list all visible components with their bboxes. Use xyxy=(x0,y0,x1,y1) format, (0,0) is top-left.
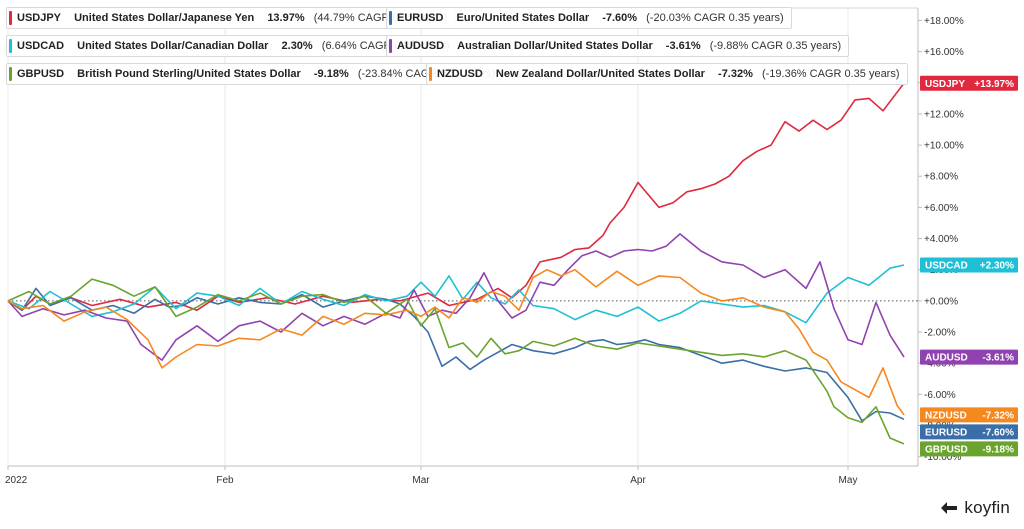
y-tick-label: +12.00% xyxy=(924,109,964,120)
x-tick-label: Apr xyxy=(630,475,646,486)
end-tag-bg xyxy=(920,424,1018,440)
legend-change: -3.61% xyxy=(665,40,701,52)
legend-name: Euro/United States Dollar xyxy=(456,12,590,24)
end-tag-bg xyxy=(920,75,1018,91)
legend-swatch-usdcad xyxy=(9,39,12,53)
end-tag-ticker: USDCAD xyxy=(925,261,968,272)
legend-cagr: (-20.03% CAGR 0.35 years) xyxy=(646,12,784,24)
end-tag-usdcad: USDCAD +2.30% xyxy=(920,257,1018,273)
legend-change: -9.18% xyxy=(313,68,349,80)
legend-name: British Pound Sterling/United States Dol… xyxy=(77,68,301,80)
legend-change: -7.32% xyxy=(718,68,753,80)
koyfin-logo: koyfin xyxy=(939,497,1010,519)
x-tick-label: Feb xyxy=(216,475,234,486)
legend-swatch-audusd xyxy=(389,39,392,53)
end-tag-usdjpy: USDJPY +13.97% xyxy=(920,75,1018,91)
end-tag-nzdusd: NZDUSD -7.32% xyxy=(920,407,1018,423)
y-tick-label: +6.00% xyxy=(924,203,958,214)
legend-cagr: (-19.36% CAGR 0.35 years) xyxy=(761,68,900,80)
y-tick-label: +8.00% xyxy=(924,172,958,183)
x-tick-label: May xyxy=(839,475,858,486)
legend-item-usdjpy[interactable]: USDJPY United States Dollar/Japanese Yen… xyxy=(6,7,456,29)
legend-cagr: (-9.88% CAGR 0.35 years) xyxy=(709,40,842,52)
legend-ticker: AUDUSD xyxy=(397,40,445,52)
legend-swatch-eurusd xyxy=(389,11,392,25)
end-tag-value: -7.32% xyxy=(982,411,1014,422)
legend-name: United States Dollar/Canadian Dollar xyxy=(77,40,269,52)
series-line-nzdusd xyxy=(7,268,905,416)
y-tick-label: -6.00% xyxy=(924,390,956,401)
legend-name: Australian Dollar/United States Dollar xyxy=(457,40,653,52)
legend-ticker: NZDUSD xyxy=(437,68,483,80)
end-tag-audusd: AUDUSD -3.61% xyxy=(920,349,1018,365)
x-tick-label: Mar xyxy=(412,475,430,486)
legend-swatch-usdjpy xyxy=(9,11,12,25)
series-line-eurusd xyxy=(7,287,905,422)
y-tick-label: -10.00% xyxy=(924,452,961,463)
x-tick-label: 2022 xyxy=(5,475,28,486)
end-tag-bg xyxy=(920,349,1018,365)
legend-swatch-gbpusd xyxy=(9,67,12,81)
y-tick-label: +0.00% xyxy=(924,296,958,307)
series-line-gbpusd xyxy=(7,278,905,445)
series-line-usdjpy xyxy=(7,82,905,312)
end-tag-bg xyxy=(920,441,1018,457)
end-tag-bg xyxy=(920,257,1018,273)
end-tag-value: -7.60% xyxy=(982,428,1014,439)
legend-item-nzdusd[interactable]: NZDUSD New Zealand Dollar/United States … xyxy=(426,63,908,85)
series-line-usdcad xyxy=(7,264,905,324)
end-tag-value: +2.30% xyxy=(980,261,1014,272)
y-tick-label: +18.00% xyxy=(924,16,964,27)
legend-change: 13.97% xyxy=(267,12,305,24)
y-tick-label: +4.00% xyxy=(924,234,958,245)
end-tag-value: -9.18% xyxy=(982,445,1014,456)
end-tag-ticker: AUDUSD xyxy=(925,353,968,364)
end-tag-ticker: USDJPY xyxy=(925,79,965,90)
koyfin-logo-icon xyxy=(941,502,958,514)
end-tag-value: -3.61% xyxy=(982,353,1014,364)
series-lines xyxy=(7,82,905,445)
legend-ticker: GBPUSD xyxy=(17,68,65,80)
y-tick-label: -2.00% xyxy=(924,328,956,339)
legend-name: New Zealand Dollar/United States Dollar xyxy=(495,68,705,80)
y-tick-label: +10.00% xyxy=(924,141,964,152)
legend-change: 2.30% xyxy=(281,40,313,52)
series-end-tags: USDJPY +13.97% USDCAD +2.30% AUDUSD -3.61% NZD… xyxy=(920,75,1018,457)
x-axis: 2022 Feb Mar Apr May xyxy=(5,466,857,486)
end-tag-ticker: EURUSD xyxy=(925,428,967,439)
legend-swatch-nzdusd xyxy=(429,67,432,81)
end-tag-eurusd: EURUSD -7.60% xyxy=(920,424,1018,440)
end-tag-ticker: NZDUSD xyxy=(925,411,967,422)
series-line-audusd xyxy=(7,233,905,361)
legend-name: United States Dollar/Japanese Yen xyxy=(74,12,255,24)
legend-item-audusd[interactable]: AUDUSD Australian Dollar/United States D… xyxy=(386,35,850,57)
legend-change: -7.60% xyxy=(602,12,638,24)
end-tag-bg xyxy=(920,407,1018,423)
legend-item-eurusd[interactable]: EURUSD Euro/United States Dollar -7.60% … xyxy=(386,7,792,29)
end-tag-gbpusd: GBPUSD -9.18% xyxy=(920,441,1018,457)
end-tag-ticker: GBPUSD xyxy=(925,445,968,456)
legend-ticker: USDCAD xyxy=(17,40,65,52)
koyfin-logo-text: koyfin xyxy=(964,498,1010,517)
legend-ticker: USDJPY xyxy=(17,12,62,24)
y-tick-label: +16.00% xyxy=(924,47,964,58)
legend-ticker: EURUSD xyxy=(397,12,444,24)
end-tag-value: +13.97% xyxy=(974,79,1014,90)
